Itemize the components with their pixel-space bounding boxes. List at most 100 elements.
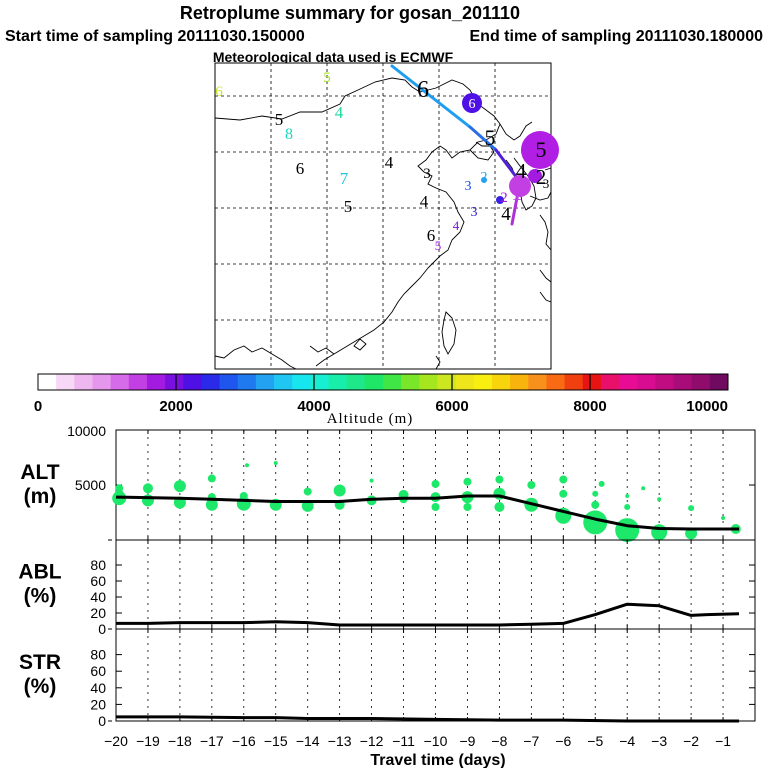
colorbar-cell	[637, 374, 656, 390]
altitude-scatter-point	[431, 479, 440, 488]
plume-circle-small	[528, 169, 542, 183]
map-number-label: 3	[423, 166, 431, 182]
altitude-scatter-point	[624, 504, 631, 510]
map-number-label: 6	[417, 77, 429, 103]
map-number-label: 3	[543, 176, 550, 191]
map-number-label: 3	[471, 205, 478, 220]
plume-circle-dot-2	[496, 196, 504, 204]
altitude-scatter-point	[657, 497, 662, 502]
y-tick-label: 40	[90, 589, 106, 605]
plume-circle-dot-1	[481, 177, 487, 183]
colorbar-cell	[346, 374, 366, 390]
altitude-scatter-point	[369, 478, 374, 483]
altitude-scatter-point	[598, 480, 605, 487]
colorbar-cell	[528, 374, 547, 390]
y-tick-label: 20	[90, 605, 106, 621]
colorbar-frame	[37, 373, 729, 391]
y-tick-label: 10000	[67, 423, 106, 439]
y-tick-label: 40	[90, 680, 106, 696]
colorbar-cell	[655, 374, 675, 390]
map-number-label: 4	[516, 159, 527, 183]
y-axis-title-line: (%)	[24, 585, 57, 608]
x-tick-label: −13	[328, 733, 352, 749]
x-tick-label: −17	[200, 733, 224, 749]
x-tick-label: −15	[264, 733, 288, 749]
altitude-scatter-point	[333, 484, 346, 497]
colorbar-cell	[491, 374, 511, 390]
x-tick-label: −19	[136, 733, 160, 749]
colorbar-cell	[292, 374, 311, 390]
colorbar-tick-label: 4000	[297, 398, 330, 415]
colorbar-tick-label: 0	[34, 398, 42, 415]
plume-circle-blue	[462, 93, 482, 113]
altitude-scatter-point	[115, 484, 124, 493]
altitude-scatter-point	[591, 500, 600, 509]
altitude-scatter-point	[303, 487, 312, 496]
map-number-label: 2	[500, 190, 508, 206]
x-tick-label: −5	[587, 733, 603, 749]
altitude-scatter-point	[495, 475, 504, 484]
colorbar-cell	[274, 374, 293, 390]
x-tick-label: −12	[360, 733, 384, 749]
colorbar-ticks: 0 2000 4000 6000 8000 10000	[34, 374, 728, 415]
altitude-scatter-point	[721, 516, 726, 520]
colorbar-tick-label: 2000	[159, 398, 192, 415]
map-number-label: 4	[501, 204, 511, 225]
colorbar-cell	[510, 374, 529, 390]
y-tick-label: 80	[90, 647, 106, 663]
colorbar-cell	[673, 374, 693, 390]
map-number-label: 6	[427, 226, 436, 245]
x-tick-label: −14	[296, 733, 320, 749]
map-number-label: 4	[453, 218, 460, 233]
altitude-scatter-point	[583, 510, 608, 535]
altitude-scatter-point	[273, 461, 278, 465]
y-tick-label: 5000	[75, 477, 106, 493]
colorbar-cell	[219, 374, 239, 390]
x-tick-label: −9	[459, 733, 475, 749]
colorbar-cell	[691, 374, 711, 390]
map-number-label: 2	[536, 165, 547, 189]
altitude-scatter-point	[615, 518, 640, 543]
x-tick-label: −3	[651, 733, 667, 749]
map-number-label: 6	[296, 159, 305, 178]
altitude-scatter-point	[463, 477, 472, 486]
x-tick-label: −4	[619, 733, 635, 749]
map-number-label: 6	[215, 84, 223, 100]
colorbar-cell	[419, 374, 438, 390]
x-tick-label: −1	[715, 733, 731, 749]
y-axis-title-line: STR	[19, 651, 61, 674]
colorbar-cells	[38, 374, 729, 390]
altitude-scatter-point	[142, 483, 153, 494]
colorbar-cell	[237, 374, 257, 390]
altitude-scatter-point	[527, 481, 536, 489]
map-number-label: 5	[485, 125, 496, 150]
y-tick-label: 60	[90, 573, 106, 589]
series-line	[115, 494, 740, 531]
y-tick-label: 0	[98, 621, 106, 637]
end-time-label: End time of sampling 20111030.180000	[470, 28, 764, 45]
colorbar-cell	[364, 374, 384, 390]
trajectory-segment-middle	[468, 125, 498, 152]
colorbar-tick-label: 10000	[686, 398, 728, 415]
y-tick-label: 0	[98, 713, 106, 729]
altitude-scatter-point	[559, 475, 568, 484]
map-number-label: 4	[385, 153, 394, 172]
plume-circle-source	[509, 175, 531, 197]
colorbar-cell	[74, 374, 93, 390]
colorbar-cell	[146, 374, 166, 390]
series-line	[116, 602, 740, 627]
altitude-scatter-point	[592, 490, 599, 497]
altitude-scatter-point	[625, 494, 630, 498]
map-number-label: 3	[465, 179, 472, 194]
map-number-label: 5	[275, 110, 284, 129]
map-number-label: 7	[340, 169, 349, 188]
trajectory-segment-upper	[390, 64, 472, 129]
colorbar-cell	[546, 374, 566, 390]
map-gridlines	[215, 63, 551, 369]
map-number-label: 5	[323, 70, 331, 86]
colorbar-cell	[383, 374, 402, 390]
x-axis-title: Travel time (days)	[370, 752, 505, 768]
